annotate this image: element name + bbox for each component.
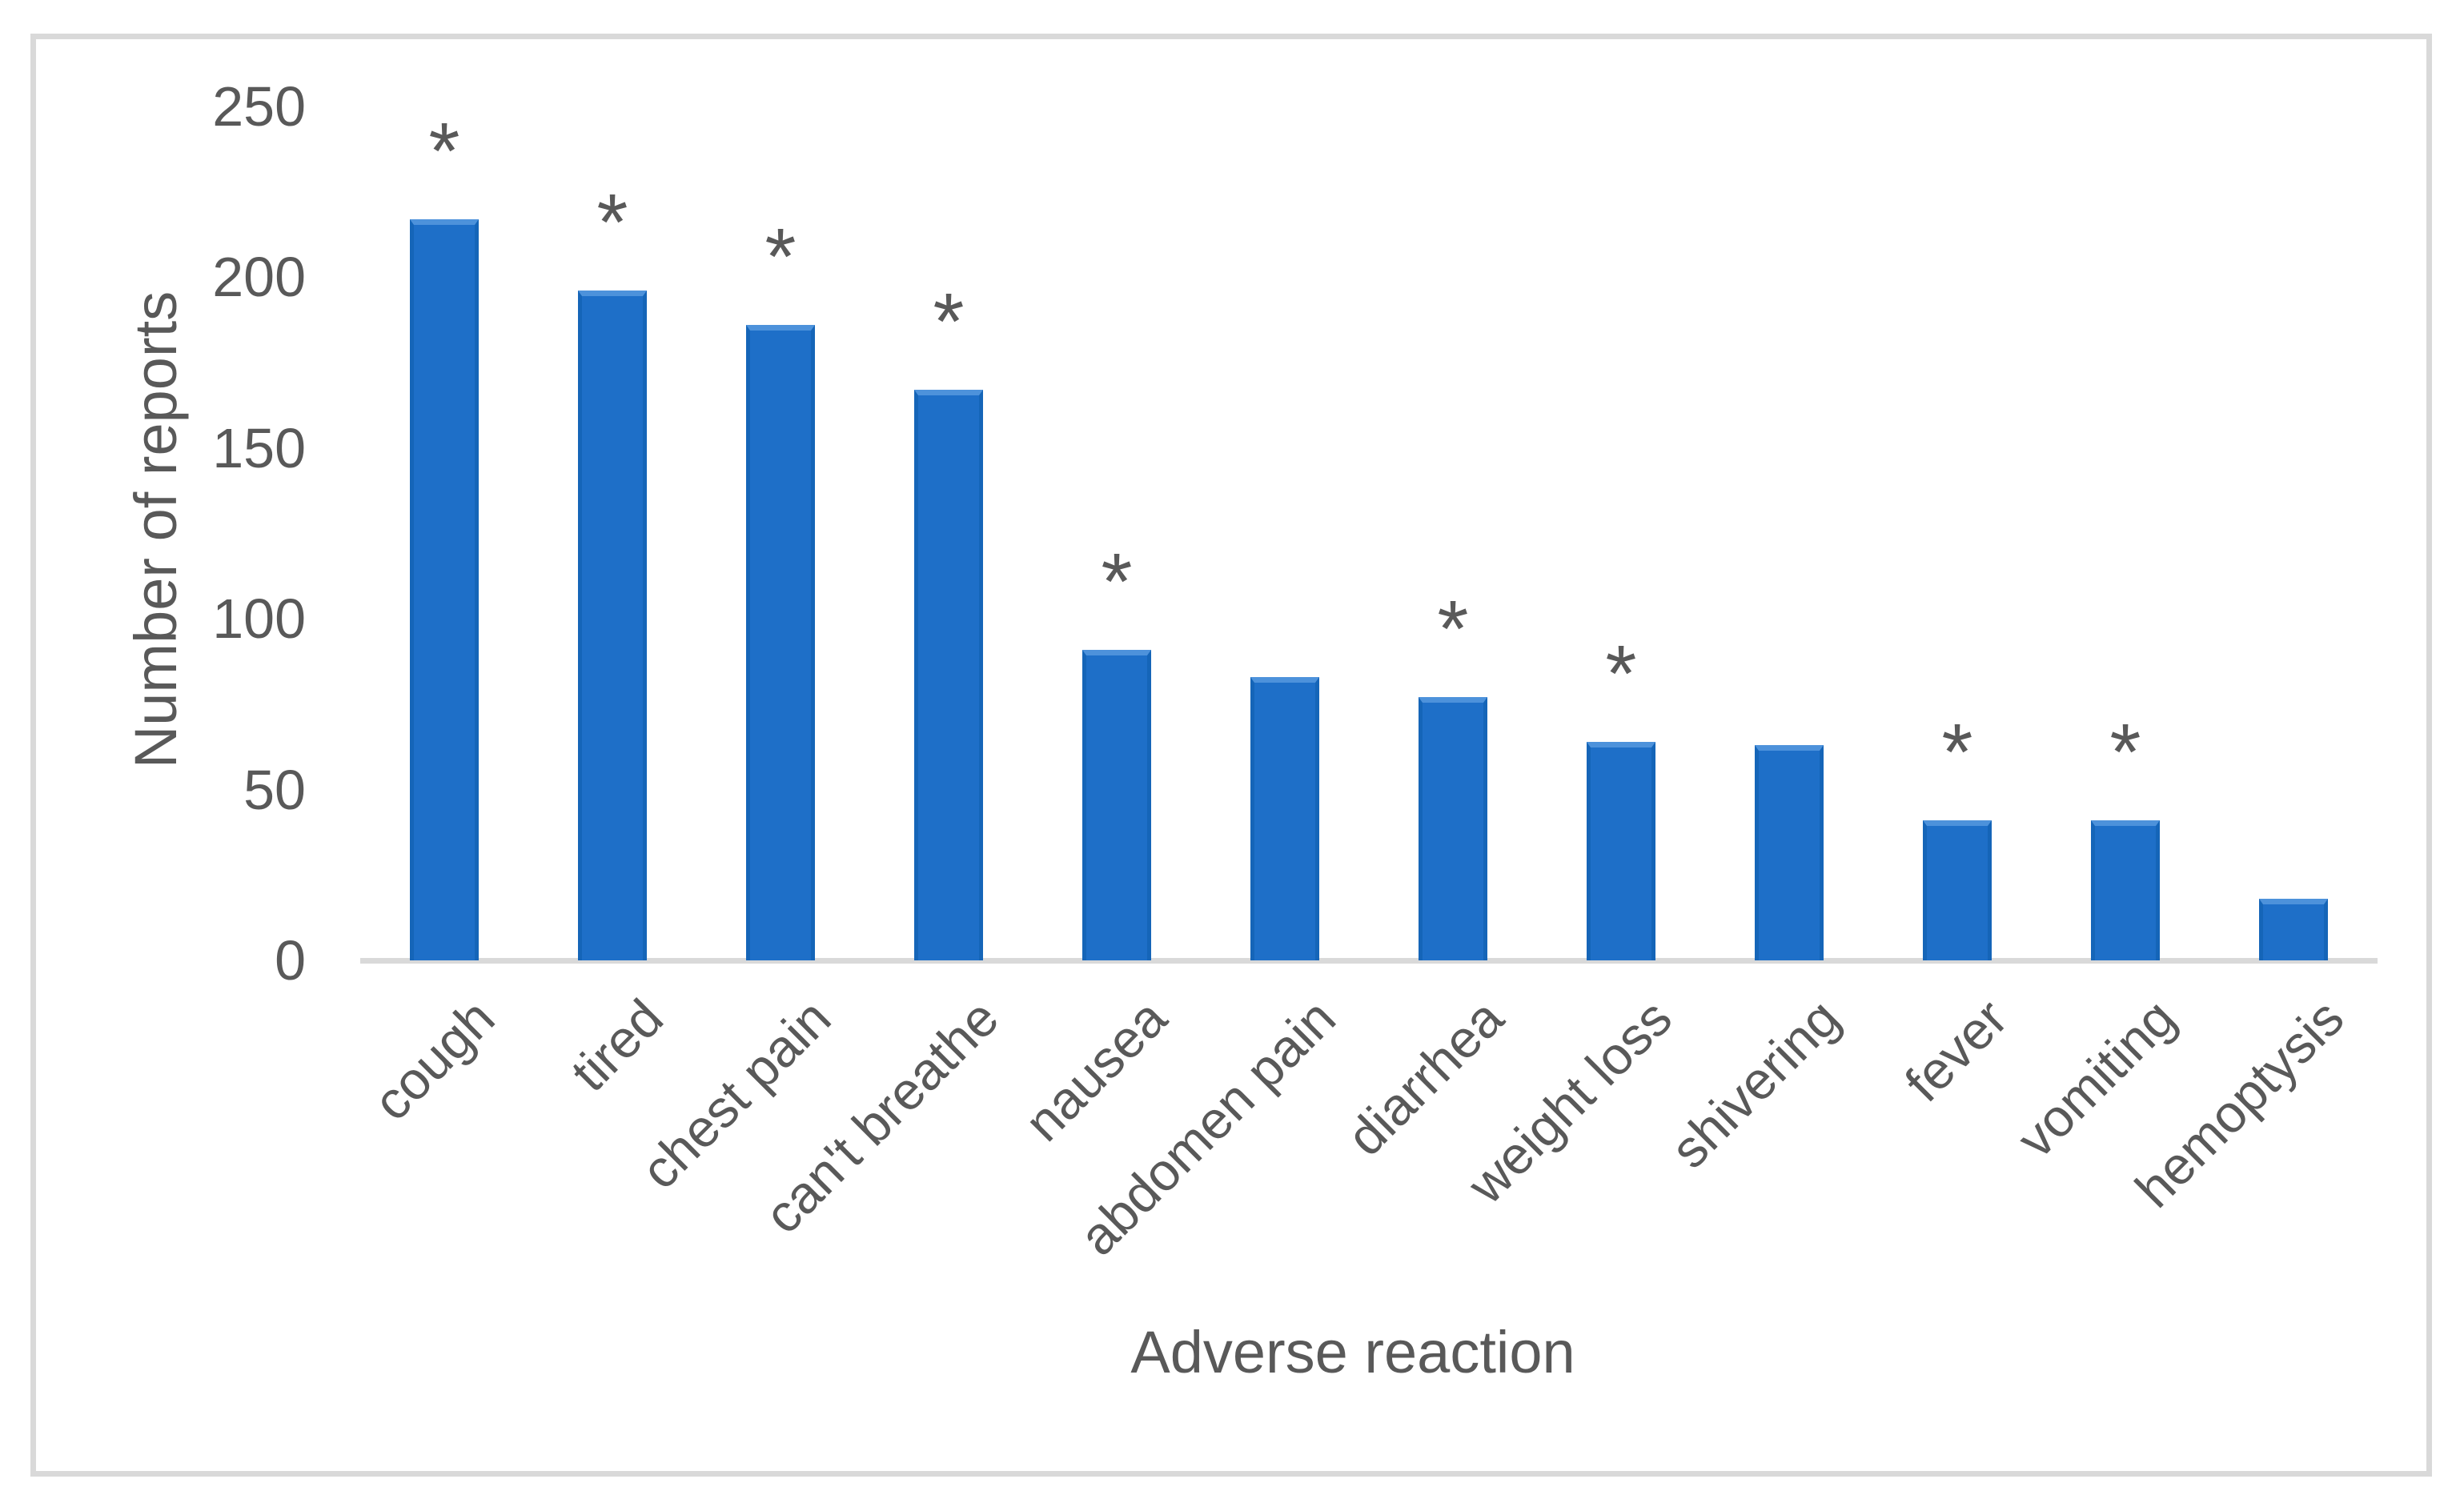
bar xyxy=(2091,820,2160,960)
x-tick-label: shivering xyxy=(1659,988,1851,1180)
x-axis-title: Adverse reaction xyxy=(1130,1319,1575,1385)
y-tick-label: 50 xyxy=(243,758,306,821)
significance-asterisk: * xyxy=(933,277,965,367)
bar xyxy=(914,390,983,960)
significance-asterisk: * xyxy=(596,178,628,267)
significance-asterisk: * xyxy=(1941,707,1973,797)
significance-asterisk: * xyxy=(764,212,797,302)
x-tick-label: cough xyxy=(362,988,506,1132)
significance-asterisk: * xyxy=(1437,584,1469,674)
significance-asterisk: * xyxy=(1101,537,1133,627)
bar xyxy=(1755,745,1824,960)
bar xyxy=(1419,697,1487,960)
figure-border xyxy=(30,34,2432,1477)
y-tick-label: 0 xyxy=(275,929,306,992)
x-tick-label: diarrhea xyxy=(1335,988,1515,1167)
x-tick-label: fever xyxy=(1893,988,2019,1113)
bar xyxy=(1250,677,1319,960)
bar xyxy=(746,325,815,960)
bar xyxy=(1082,650,1151,960)
x-tick-label: nausea xyxy=(1013,988,1178,1152)
bar xyxy=(1587,742,1655,960)
bar xyxy=(410,219,479,960)
y-tick-label: 150 xyxy=(212,416,306,479)
y-tick-label: 250 xyxy=(212,75,306,138)
bar xyxy=(578,291,647,960)
x-tick-label: tired xyxy=(559,988,674,1103)
y-tick-label: 100 xyxy=(212,587,306,651)
y-tick-label: 200 xyxy=(212,246,306,309)
bar xyxy=(1923,820,1992,960)
bar xyxy=(2259,899,2328,960)
x-axis-line xyxy=(360,958,2378,964)
significance-asterisk: * xyxy=(2109,707,2141,797)
significance-asterisk: * xyxy=(428,106,460,196)
significance-asterisk: * xyxy=(1605,629,1637,719)
